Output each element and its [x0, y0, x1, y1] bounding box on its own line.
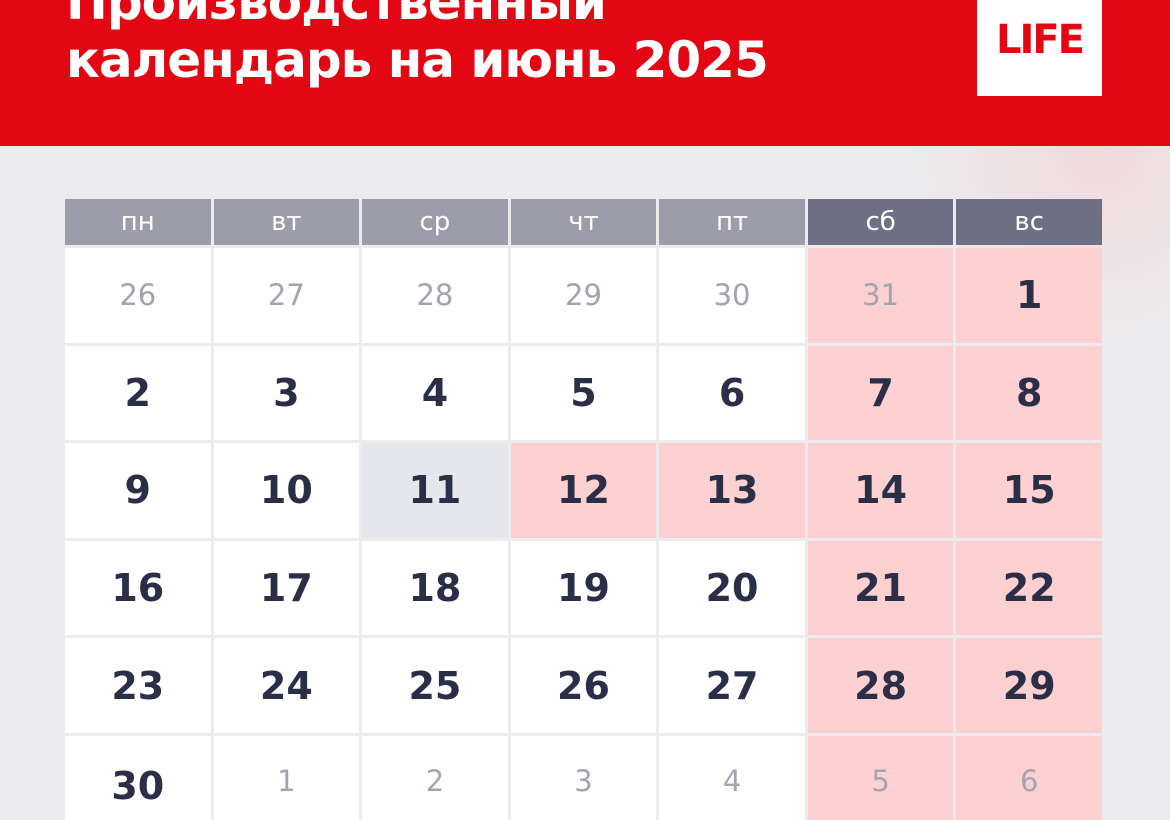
day-cell: 2	[65, 345, 211, 441]
day-cell: 1	[213, 736, 360, 820]
day-cell: 29	[956, 638, 1102, 733]
day-cell: 7	[807, 345, 954, 441]
day-cell: 2	[362, 736, 508, 820]
title-line: календарь на июнь 2025	[66, 31, 769, 89]
title-line: Производственный	[66, 0, 607, 31]
day-cell: 29	[510, 248, 657, 343]
day-cell: 8	[956, 345, 1102, 441]
day-cell: 3	[213, 345, 360, 441]
day-cell: 3	[510, 736, 657, 820]
day-cell: 12	[510, 443, 657, 538]
day-cell: 6	[659, 345, 805, 441]
day-cell: 30	[65, 736, 211, 820]
day-cell: 26	[510, 638, 657, 733]
weekday-header: сб	[807, 199, 954, 245]
day-cell: 17	[213, 540, 360, 636]
day-cell: 19	[510, 540, 657, 636]
day-cell: 24	[213, 638, 360, 733]
day-cell: 30	[659, 248, 805, 343]
day-cell: 31	[807, 248, 954, 343]
weekday-header: пт	[659, 199, 805, 245]
header: Производственный календарь на июнь 2025 …	[0, 0, 1170, 146]
day-cell: 22	[956, 540, 1102, 636]
day-cell: 28	[807, 638, 954, 733]
day-cell: 11	[362, 443, 508, 538]
weekday-header: пн	[65, 199, 211, 245]
day-cell: 13	[659, 443, 805, 538]
weekday-header: ср	[362, 199, 508, 245]
day-cell: 14	[807, 443, 954, 538]
day-cell: 27	[213, 248, 360, 343]
weekday-header: чт	[510, 199, 657, 245]
day-cell: 25	[362, 638, 508, 733]
day-cell: 6	[956, 736, 1102, 820]
day-cell: 1	[956, 248, 1102, 343]
day-cell: 5	[807, 736, 954, 820]
day-cell: 27	[659, 638, 805, 733]
day-cell: 9	[65, 443, 211, 538]
day-cell: 18	[362, 540, 508, 636]
weekday-header: вс	[956, 199, 1102, 245]
logo: LIFE	[977, 0, 1102, 96]
day-cell: 10	[213, 443, 360, 538]
day-cell: 23	[65, 638, 211, 733]
day-cell: 20	[659, 540, 805, 636]
day-cell: 5	[510, 345, 657, 441]
day-cell: 4	[362, 345, 508, 441]
day-cell: 28	[362, 248, 508, 343]
day-cell: 21	[807, 540, 954, 636]
day-cell: 15	[956, 443, 1102, 538]
day-cell: 26	[65, 248, 211, 343]
day-cell: 4	[659, 736, 805, 820]
day-cell: 16	[65, 540, 211, 636]
weekday-header: вт	[213, 199, 360, 245]
